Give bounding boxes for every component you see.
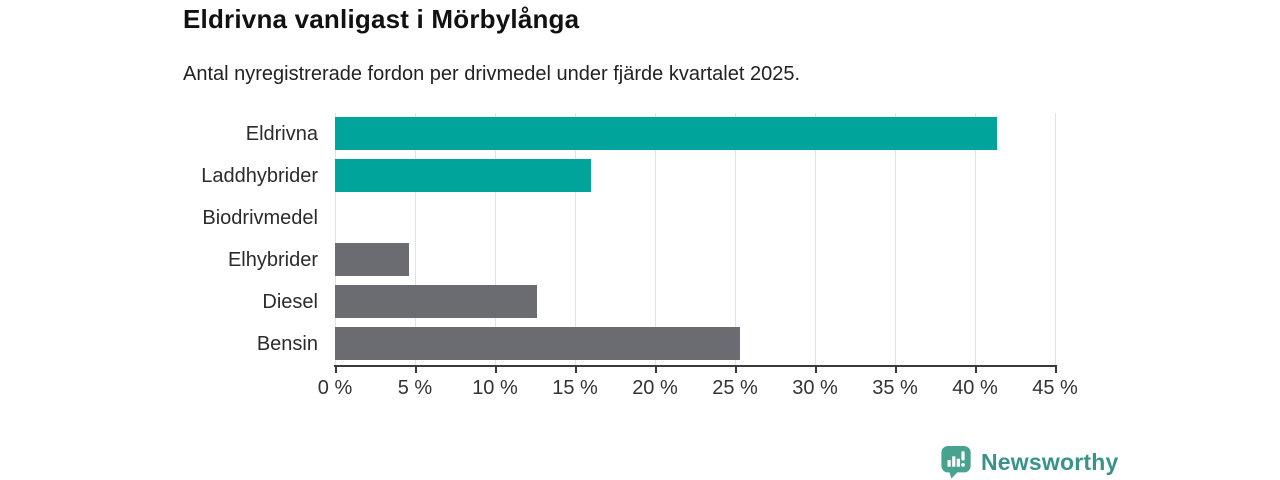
- x-tick-label: 35 %: [872, 377, 918, 399]
- x-tick-mark: [815, 367, 817, 373]
- x-tick-mark: [335, 367, 337, 373]
- bar-track: [335, 327, 1055, 360]
- x-tick-mark: [1055, 367, 1057, 373]
- x-tick-mark: [654, 367, 657, 373]
- bar-chart: Eldrivna Laddhybrider Biodrivmedel Elhybrid…: [0, 113, 1280, 423]
- newsworthy-logo-icon: [941, 445, 971, 479]
- gridline: [895, 113, 896, 365]
- bar: [335, 285, 537, 318]
- gridline: [974, 113, 976, 365]
- bar-rows: Eldrivna Laddhybrider Biodrivmedel Elhybrid…: [0, 113, 1060, 365]
- newsworthy-logo: Newsworthy: [940, 445, 1118, 479]
- x-tick-label: 15 %: [552, 377, 598, 399]
- x-tick-mark: [974, 367, 977, 373]
- bar-row: Laddhybrider: [0, 155, 1060, 197]
- category-label: Laddhybrider: [201, 165, 318, 187]
- x-tick-mark: [575, 367, 577, 373]
- gridline: [735, 113, 736, 365]
- bar: [335, 159, 591, 192]
- bar: [335, 327, 740, 360]
- bar-row: Diesel: [0, 281, 1060, 323]
- x-tick-mark: [735, 367, 737, 373]
- x-tick-mark: [414, 367, 417, 373]
- x-axis-ticks: 0 % 5 % 10 % 15 % 20 % 25 % 30 % 35 % 40 % 45 %: [318, 367, 1078, 407]
- x-tick-label: 40 %: [952, 377, 998, 399]
- gridline: [575, 113, 576, 365]
- category-label: Bensin: [256, 333, 318, 355]
- bar-row: Bensin: [0, 323, 1060, 365]
- gridline: [654, 113, 656, 365]
- chart-title: Eldrivna vanligast i Mörbylånga: [183, 4, 580, 34]
- bar: [335, 243, 409, 276]
- x-tick-label: 20 %: [632, 377, 678, 399]
- x-tick-label: 30 %: [792, 377, 838, 399]
- gridline: [414, 113, 416, 365]
- category-label: Elhybrider: [227, 249, 318, 271]
- bar-row: Elhybrider: [0, 239, 1060, 281]
- gridline: [815, 113, 816, 365]
- x-tick-label: 45 %: [1032, 377, 1078, 399]
- x-tick-mark: [494, 367, 497, 373]
- bar-track: [335, 117, 1055, 150]
- newsworthy-logo-text: Newsworthy: [981, 448, 1119, 475]
- x-axis-line: [334, 365, 1057, 367]
- bar-track: [335, 201, 1055, 234]
- gridline: [335, 113, 336, 365]
- bar-row: Biodrivmedel: [0, 197, 1060, 239]
- category-label: Diesel: [262, 291, 318, 313]
- bar: [335, 117, 998, 150]
- gridlines: [335, 113, 1056, 365]
- category-label: Biodrivmedel: [202, 207, 318, 229]
- chart-subtitle: Antal nyregistrerade fordon per drivmede…: [183, 63, 801, 85]
- bar-track: [335, 159, 1055, 192]
- x-tick-mark: [895, 367, 897, 373]
- gridline: [494, 113, 496, 365]
- bar-row: Eldrivna: [0, 113, 1060, 155]
- x-tick-label: 25 %: [712, 377, 758, 399]
- x-tick-label: 10 %: [472, 377, 518, 399]
- gridline: [1055, 113, 1056, 365]
- bar-track: [335, 285, 1055, 318]
- x-tick-label: 0 %: [317, 377, 353, 399]
- bar-track: [335, 243, 1055, 276]
- category-label: Eldrivna: [245, 123, 318, 145]
- x-tick-label: 5 %: [397, 377, 433, 399]
